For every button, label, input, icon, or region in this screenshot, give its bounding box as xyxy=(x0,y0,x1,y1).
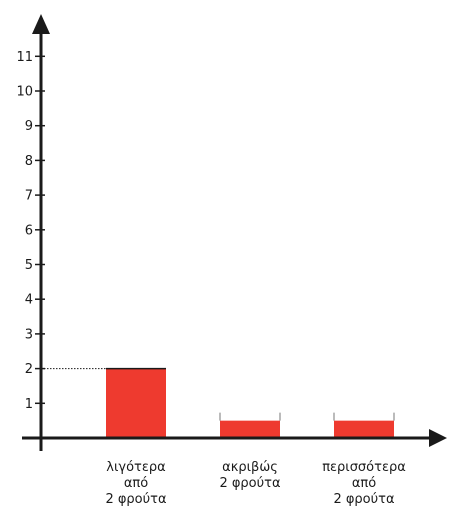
x-category-label: ακριβώς 2 φρούτα xyxy=(219,460,280,491)
y-tick-label: 10 xyxy=(16,85,33,100)
axes xyxy=(22,14,447,451)
bar xyxy=(220,420,280,438)
x-category-label-line: από xyxy=(352,476,376,491)
y-tick-label: 4 xyxy=(25,293,33,308)
y-tick-label: 11 xyxy=(16,50,33,65)
x-category-label-line: 2 φρούτα xyxy=(219,476,280,491)
y-tick-label: 9 xyxy=(25,119,33,134)
x-axis-arrowhead xyxy=(429,429,447,447)
y-tick-label: 7 xyxy=(25,189,33,204)
y-tick-label: 1 xyxy=(25,397,33,412)
x-category-label-line: από xyxy=(124,476,148,491)
x-category-label-line: 2 φρούτα xyxy=(105,492,166,506)
y-tick-label: 6 xyxy=(25,223,33,238)
bars xyxy=(41,367,395,438)
y-axis-tick-labels: 1 2 3 4 5 6 7 8 9 10 11 xyxy=(16,50,33,412)
y-tick-label: 8 xyxy=(25,154,33,169)
bar xyxy=(106,368,166,438)
y-tick-label: 5 xyxy=(25,258,33,273)
x-category-label: περισσότερα από 2 φρούτα xyxy=(322,460,406,506)
bar xyxy=(334,420,394,438)
x-category-label-line: 2 φρούτα xyxy=(333,492,394,506)
x-category-label-line: λιγότερα xyxy=(106,460,165,475)
x-category-label: λιγότερα από 2 φρούτα xyxy=(105,460,166,506)
y-tick-label: 2 xyxy=(25,362,33,377)
x-category-label-line: περισσότερα xyxy=(322,460,406,475)
x-category-label-line: ακριβώς xyxy=(222,460,278,475)
y-tick-label: 3 xyxy=(25,327,33,342)
y-axis-arrowhead xyxy=(32,14,50,34)
